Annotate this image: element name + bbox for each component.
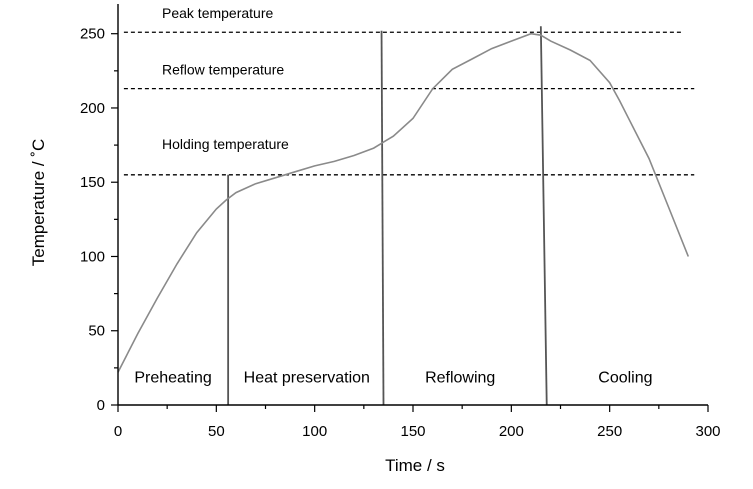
- phase-boundaries-group: [227, 26, 548, 406]
- reference-line-label: Peak temperature: [162, 5, 273, 21]
- y-tick-label: 100: [80, 248, 105, 265]
- reference-lines-group: [123, 31, 695, 176]
- x-axis-title: Time / s: [385, 456, 445, 475]
- y-tick-label: 200: [80, 100, 105, 117]
- x-tick-label: 300: [695, 423, 720, 440]
- y-tick-label: 0: [97, 397, 105, 414]
- phase-label: Preheating: [134, 370, 211, 387]
- x-tick-label: 250: [597, 423, 622, 440]
- curve-group: [117, 32, 690, 373]
- phase-label: Heat preservation: [244, 370, 370, 387]
- phase-label: Reflowing: [425, 370, 495, 387]
- reference-line-label: Holding temperature: [162, 136, 289, 152]
- x-tick-label: 100: [302, 423, 327, 440]
- x-tick-label: 0: [114, 423, 122, 440]
- labels-group: Peak temperature Reflow temperature Holdin…: [134, 5, 652, 387]
- phase-boundary-line: [380, 30, 385, 406]
- reference-line-label: Reflow temperature: [162, 62, 284, 78]
- phase-label: Cooling: [598, 370, 652, 387]
- phase-boundary-line: [539, 26, 548, 406]
- y-axis-title: Temperature / ˚C: [29, 139, 48, 267]
- temperature-curve: [117, 32, 690, 373]
- y-tick-label: 150: [80, 174, 105, 191]
- x-tick-label: 200: [499, 423, 524, 440]
- y-tick-label: 50: [88, 323, 105, 340]
- axes-group: 0 50 100 150 200 250 0 50 100 150 200 250 300 Time / …: [29, 4, 721, 475]
- x-tick-label: 150: [400, 423, 425, 440]
- y-tick-label: 250: [80, 26, 105, 43]
- x-tick-label: 50: [208, 423, 225, 440]
